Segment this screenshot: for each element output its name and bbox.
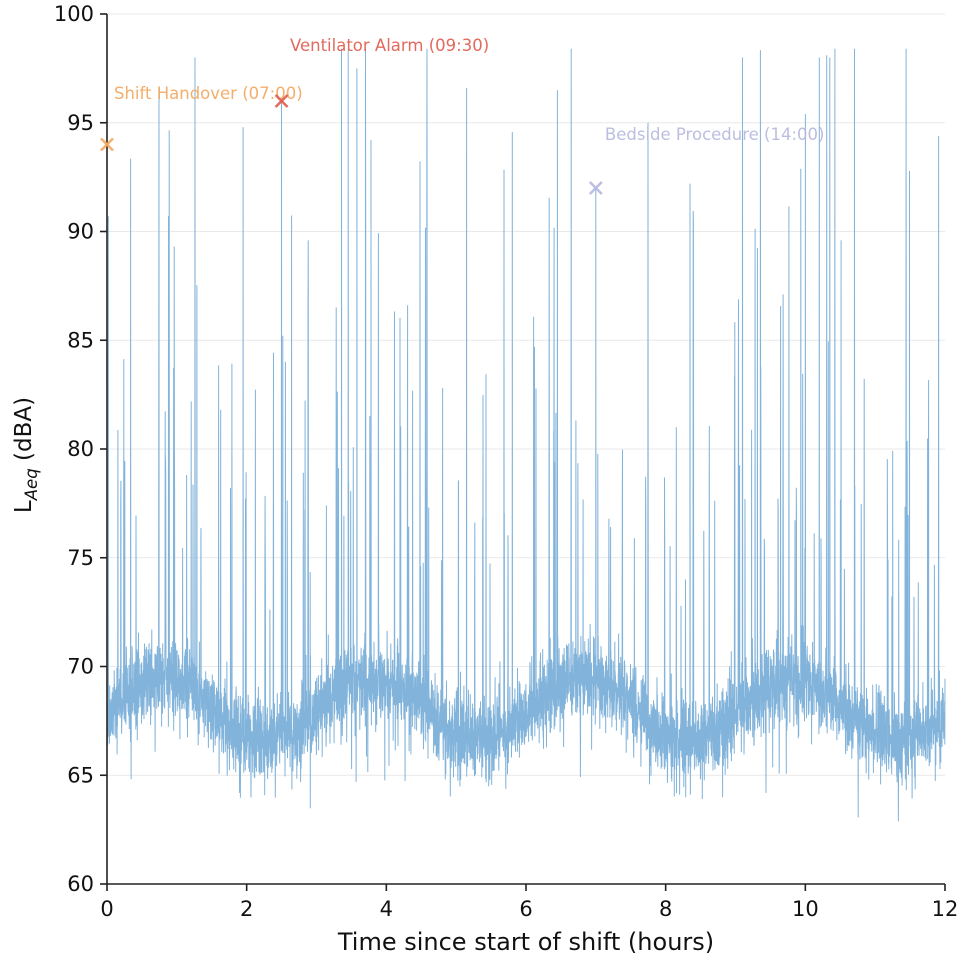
annotation-ventilator-alarm-09-30: Ventilator Alarm (09:30) [274,36,489,108]
y-tick-label: 75 [67,546,94,570]
annotation-label: Bedside Procedure (14:00) [605,125,825,144]
y-axis-label-suffix: (dBA) [11,396,38,469]
y-tick-label: 70 [67,655,94,679]
laeq-series-line [106,48,946,822]
y-axis-label-prefix: L [11,500,38,514]
y-tick-label: 90 [67,220,94,244]
x-tick-label: 6 [519,897,532,921]
x-tick-label: 4 [380,897,393,921]
y-tick-label: 60 [67,872,94,896]
x-tick-label: 12 [932,897,959,921]
y-axis-label-subscript: Aeq [21,468,41,501]
y-tick-label: 80 [67,437,94,461]
x-tick-label: 2 [240,897,253,921]
y-axis-label: LAeq (dBA) [11,397,41,513]
x-axis-label: Time since start of shift (hours) [337,928,715,956]
annotation-label: Ventilator Alarm (09:30) [290,36,489,55]
x-tick-label: 0 [100,897,113,921]
annotation-marker-x-icon [100,137,114,152]
y-tick-label: 65 [67,763,94,787]
annotation-bedside-procedure-14-00: Bedside Procedure (14:00) [588,125,825,195]
x-tick-label: 8 [659,897,672,921]
annotation-marker-x-icon [588,181,603,195]
y-tick-label: 85 [67,328,94,352]
y-tick-label: 95 [67,111,94,135]
y-tick-label: 100 [54,2,94,26]
annotation-label: Shift Handover (07:00) [114,84,303,103]
annotation-marker-x-icon [274,94,289,108]
x-tick-label: 10 [792,897,819,921]
annotation-shift-handover-07-00: Shift Handover (07:00) [100,84,303,152]
tick-labels: 60 65 70 75 80 85 90 95 100 0 2 4 6 8 10 12 [54,2,958,921]
